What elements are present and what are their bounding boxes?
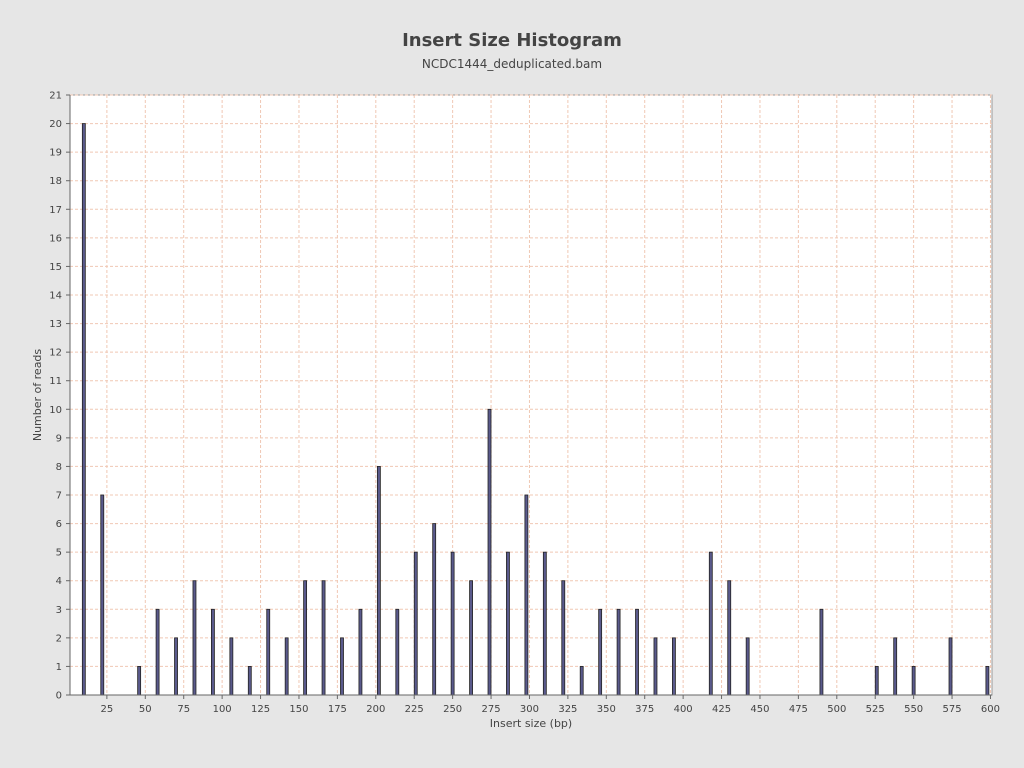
x-tick-label: 325 — [558, 704, 577, 715]
histogram-bar — [672, 637, 676, 696]
x-tick-label: 75 — [177, 704, 190, 715]
histogram-bar — [395, 608, 400, 696]
plot-area — [69, 94, 993, 696]
x-tick-label: 25 — [101, 704, 114, 715]
x-tick-label: 575 — [942, 704, 961, 715]
chart-subtitle: NCDC1444_deduplicated.bam — [421, 57, 603, 71]
histogram-bar — [100, 494, 105, 696]
y-tick-label: 0 — [56, 691, 62, 702]
y-tick-label: 15 — [49, 262, 62, 273]
histogram-bar — [247, 666, 252, 696]
histogram-bar — [413, 551, 418, 696]
histogram-bar — [524, 494, 529, 696]
histogram-bar — [376, 466, 381, 696]
histogram-bar — [745, 637, 750, 696]
x-tick-label: 50 — [139, 704, 152, 715]
histogram-bar — [487, 408, 492, 696]
histogram-bar — [266, 608, 271, 696]
x-tick-label: 425 — [712, 704, 731, 715]
histogram-bar — [874, 666, 879, 696]
histogram-bar — [948, 637, 953, 696]
histogram-bar — [708, 551, 713, 696]
x-tick-label: 250 — [443, 704, 462, 715]
y-tick-label: 13 — [49, 319, 62, 330]
y-tick-label: 6 — [56, 519, 62, 530]
x-tick-label: 125 — [251, 704, 270, 715]
x-tick-label: 400 — [674, 704, 693, 715]
histogram-bar — [303, 580, 308, 696]
grid-lines — [70, 94, 992, 696]
histogram-bar — [155, 608, 160, 696]
histogram-bar — [192, 580, 197, 696]
histogram-bar — [358, 608, 363, 696]
y-tick-label: 1 — [56, 662, 62, 673]
x-tick-label: 500 — [827, 704, 846, 715]
histogram-bar — [598, 608, 603, 696]
x-tick-label: 550 — [904, 704, 923, 715]
histogram-bar — [174, 637, 178, 696]
histogram-bar — [819, 608, 824, 696]
x-tick-label: 175 — [328, 704, 347, 715]
histogram-bar — [727, 580, 732, 696]
histogram-bar — [893, 637, 898, 696]
histogram-bar — [450, 551, 455, 696]
x-tick-label: 300 — [520, 704, 539, 715]
y-tick-label: 4 — [56, 576, 62, 587]
y-tick-label: 21 — [49, 91, 62, 102]
y-tick-label: 8 — [56, 462, 62, 473]
histogram-bar — [211, 608, 215, 696]
y-tick-label: 18 — [49, 176, 62, 187]
histogram-bar — [340, 637, 344, 696]
x-tick-label: 475 — [789, 704, 808, 715]
y-tick-label: 10 — [49, 405, 62, 416]
y-tick-label: 12 — [49, 348, 62, 359]
y-tick-label: 14 — [49, 291, 62, 302]
histogram-bar — [284, 637, 289, 696]
histogram-bar — [616, 608, 621, 696]
x-tick-label: 450 — [750, 704, 769, 715]
histogram-bar — [137, 666, 142, 696]
histogram-bar — [229, 637, 234, 696]
y-axis-label: Number of reads — [31, 349, 44, 442]
histogram-bar — [911, 666, 916, 696]
x-tick-label: 275 — [481, 704, 500, 715]
histogram-bar — [506, 551, 510, 696]
y-tick-label: 20 — [49, 119, 62, 130]
histogram-bar — [985, 666, 990, 696]
y-tick-label: 17 — [49, 205, 62, 216]
x-tick-label: 150 — [289, 704, 308, 715]
histogram-bar — [469, 580, 473, 696]
histogram-bar — [432, 523, 437, 696]
x-tick-label: 375 — [635, 704, 654, 715]
chart-title: Insert Size Histogram — [402, 30, 622, 51]
y-tick-label: 16 — [49, 233, 62, 244]
x-tick-label: 200 — [366, 704, 385, 715]
x-tick-label: 525 — [866, 704, 885, 715]
x-tick-label: 100 — [213, 704, 232, 715]
histogram-bar — [579, 666, 584, 696]
y-tick-label: 5 — [56, 548, 62, 559]
histogram-bar — [561, 580, 566, 696]
y-tick-label: 11 — [49, 376, 62, 387]
y-tick-label: 2 — [56, 633, 62, 644]
histogram-bar — [321, 580, 326, 696]
y-tick-label: 7 — [56, 491, 62, 502]
histogram-bar — [653, 637, 658, 696]
x-tick-label: 350 — [597, 704, 616, 715]
y-tick-label: 9 — [56, 433, 62, 444]
y-tick-label: 19 — [49, 148, 62, 159]
x-axis-label: Insert size (bp) — [490, 717, 572, 730]
x-tick-label: 225 — [405, 704, 424, 715]
y-tick-label: 3 — [56, 605, 62, 616]
histogram-bar — [635, 608, 639, 696]
x-tick-label: 600 — [981, 704, 1000, 715]
histogram-bar — [81, 123, 86, 696]
histogram-bar — [542, 551, 547, 696]
